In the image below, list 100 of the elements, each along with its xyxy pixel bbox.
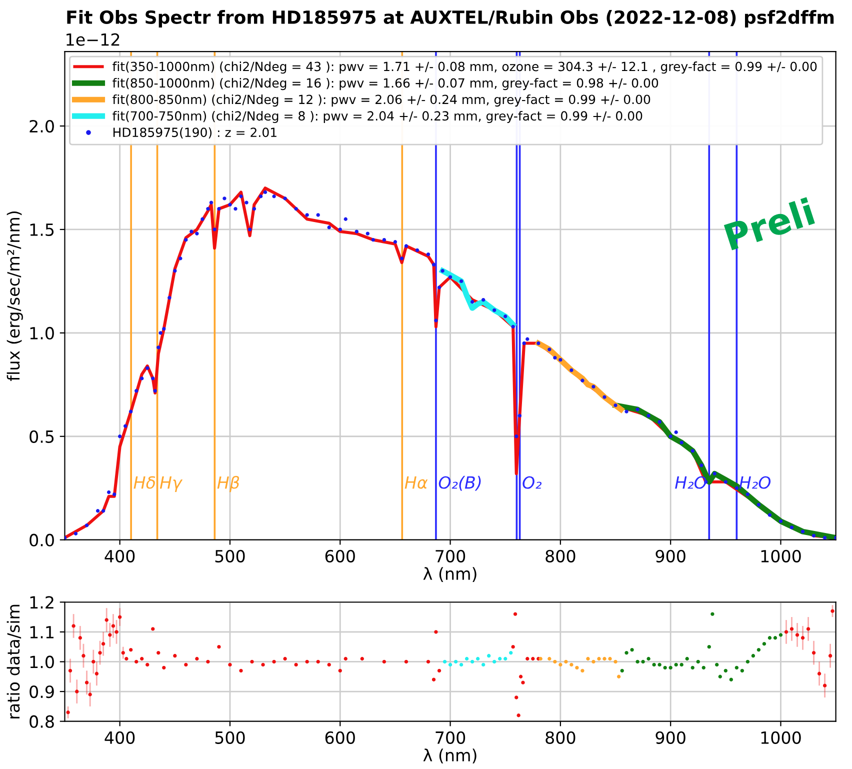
point xyxy=(481,662,486,667)
point xyxy=(592,660,596,664)
ref-line-label: H₂O xyxy=(739,476,771,489)
y-tick-label: 0.9 xyxy=(30,685,54,698)
point xyxy=(636,660,640,664)
point xyxy=(718,674,722,678)
legend-label: fit(850-1000nm) (chi2/Ndeg = 16 ): pwv = 1.66 +/- 0.07 mm, grey-fact = 0.98 +/- 0.00 xyxy=(112,78,658,90)
point xyxy=(504,656,508,661)
point xyxy=(614,660,618,664)
point xyxy=(710,612,714,616)
ref-line-label: Hα xyxy=(404,476,428,489)
x-tick-label: 500 xyxy=(215,550,245,562)
ref-line-label: Hγ xyxy=(160,476,183,492)
point xyxy=(702,666,706,670)
point xyxy=(620,668,624,672)
point xyxy=(674,662,678,667)
point xyxy=(756,648,761,652)
legend-label: fit(700-750nm) (chi2/Ndeg = 8 ): pwv = 2.04 +/- 0.23 mm, grey-fact = 0.99 +/- 0.00 xyxy=(112,110,642,124)
point xyxy=(690,666,694,670)
point xyxy=(740,668,744,672)
point xyxy=(652,662,656,667)
point xyxy=(630,648,634,652)
y-axis-title: ratio data/sim xyxy=(6,604,22,718)
y-tick-label: 0.0 xyxy=(30,534,54,546)
x-tick-label: 700 xyxy=(436,550,466,562)
x-tick-label: 900 xyxy=(656,731,686,744)
y-tick-label: 1.5 xyxy=(30,224,54,236)
ref-line-label: O₂(B) xyxy=(438,476,481,491)
point xyxy=(459,662,464,667)
point xyxy=(696,660,700,664)
y-tick-label: 0.8 xyxy=(30,715,54,728)
x-tick-label: 800 xyxy=(546,731,576,744)
ref-line-label: O₂ xyxy=(522,476,542,489)
ref-line-label: Hδ xyxy=(134,476,156,489)
point xyxy=(715,662,719,667)
point xyxy=(680,662,684,667)
ref-line-label: H₂O xyxy=(675,476,706,489)
x-tick-label: 600 xyxy=(325,731,355,744)
point xyxy=(778,633,783,637)
chart-title: Fit Obs Spectr from HD185975 at AUXTEL/Rubin Obs (2022-12-08) psf2dffm xyxy=(67,10,834,28)
ref-line-label: Hβ xyxy=(217,476,240,492)
y-tick-label: 1.0 xyxy=(30,656,54,668)
point xyxy=(734,666,739,670)
point xyxy=(486,654,491,658)
x-axis-title: λ (nm) xyxy=(423,748,476,764)
point xyxy=(624,650,628,655)
point xyxy=(602,656,606,661)
point xyxy=(746,660,750,664)
x-tick-label: 1000 xyxy=(761,731,801,744)
point xyxy=(464,656,469,661)
point xyxy=(553,660,557,664)
point xyxy=(729,678,734,682)
x-tick-label: 600 xyxy=(325,550,355,562)
point xyxy=(707,644,711,649)
point xyxy=(608,656,612,661)
x-axis-title: λ (nm) xyxy=(423,567,476,582)
x-tick-label: 500 xyxy=(215,731,245,744)
legend-label: HD185975(190) : z = 2.01 xyxy=(113,127,276,139)
point xyxy=(476,656,480,661)
point xyxy=(442,660,447,664)
point xyxy=(575,666,579,670)
point xyxy=(773,636,778,640)
legend-label: fit(800-850nm) (chi2/Ndeg = 12 ): pwv = 2.06 +/- 0.24 mm, grey-fact = 0.99 +/- 0.00 xyxy=(112,94,650,107)
point xyxy=(580,668,584,672)
point xyxy=(498,656,502,661)
point xyxy=(454,660,458,664)
legend-label: fit(350-1000nm) (chi2/Ndeg = 43 ): pwv = 1.71 +/- 0.08 mm, ozone = 304.3 +/- 12.1 , grey-fact = 0.99 +/- 0.00 xyxy=(112,62,817,74)
text: 1e−12 xyxy=(66,33,120,46)
y-tick-label: 0.5 xyxy=(30,430,54,443)
point xyxy=(768,636,772,640)
point xyxy=(762,642,766,646)
point xyxy=(448,662,452,667)
x-tick-label: 800 xyxy=(546,550,576,562)
point xyxy=(570,662,574,667)
point xyxy=(685,656,689,661)
x-tick-label: 900 xyxy=(656,550,686,562)
point xyxy=(548,656,552,661)
point xyxy=(668,666,672,670)
point xyxy=(641,660,645,664)
point xyxy=(751,654,756,658)
x-tick-label: 400 xyxy=(104,550,135,562)
point xyxy=(586,656,590,661)
x-tick-label: 700 xyxy=(436,731,466,744)
y-tick-label: 1.2 xyxy=(30,596,54,608)
point xyxy=(663,666,667,670)
annotation: Preli xyxy=(724,197,816,251)
point xyxy=(470,660,474,664)
point xyxy=(724,668,728,672)
point xyxy=(492,660,496,664)
point xyxy=(658,662,662,667)
x-tick-label: 400 xyxy=(104,731,135,744)
y-axis-title: flux (erg/sec/m²/nm) xyxy=(6,211,23,381)
point xyxy=(597,656,601,661)
point xyxy=(509,650,513,655)
x-tick-label: 1000 xyxy=(761,550,801,562)
point xyxy=(558,662,562,667)
y-tick-label: 1.1 xyxy=(30,626,54,638)
point xyxy=(564,660,568,664)
point xyxy=(646,656,650,661)
y-tick-label: 1.0 xyxy=(30,326,54,340)
